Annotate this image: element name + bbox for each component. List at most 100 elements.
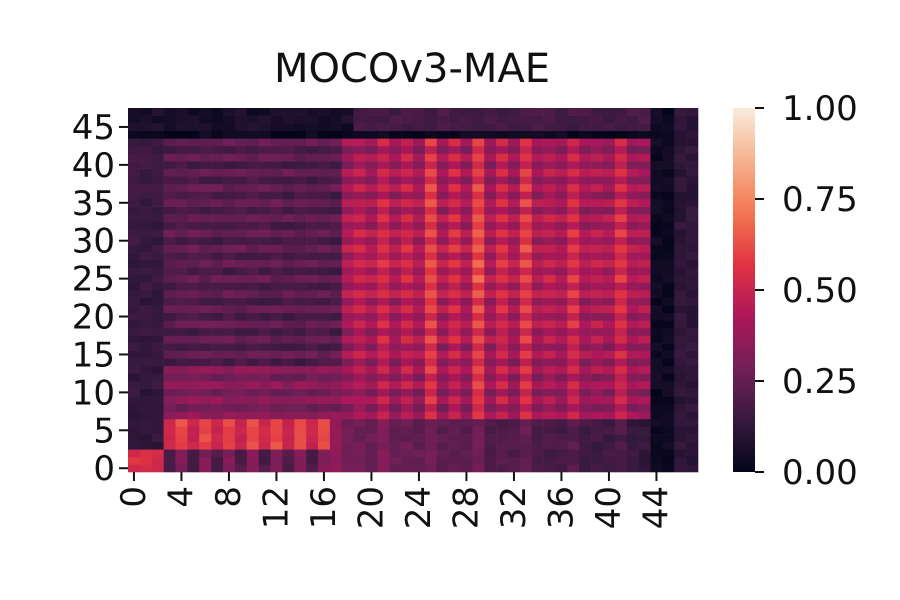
heatmap-cell bbox=[353, 259, 366, 268]
heatmap-cell bbox=[234, 191, 248, 200]
heatmap-cell bbox=[365, 350, 378, 359]
heatmap-cell bbox=[187, 449, 200, 458]
heatmap-cell bbox=[531, 282, 544, 291]
heatmap-cell bbox=[294, 191, 307, 200]
heatmap-cell bbox=[508, 388, 521, 397]
heatmap-cell bbox=[401, 176, 414, 185]
heatmap-cell bbox=[151, 343, 164, 351]
heatmap-cell bbox=[211, 229, 224, 238]
heatmap-cell bbox=[318, 123, 331, 132]
heatmap-cell bbox=[543, 191, 556, 200]
heatmap-cell bbox=[306, 449, 319, 458]
heatmap-cell bbox=[401, 396, 414, 405]
heatmap-cell bbox=[199, 449, 212, 458]
heatmap-cell bbox=[401, 244, 414, 253]
heatmap-cell bbox=[246, 464, 259, 473]
heatmap-cell bbox=[151, 297, 164, 306]
heatmap-cell bbox=[638, 449, 651, 458]
heatmap-cell bbox=[128, 115, 141, 124]
heatmap-cell bbox=[650, 464, 663, 473]
heatmap-cell bbox=[603, 153, 616, 162]
heatmap-cell bbox=[401, 381, 414, 389]
heatmap-cell bbox=[282, 108, 295, 116]
heatmap-cell bbox=[139, 153, 153, 162]
heatmap-cell bbox=[603, 244, 616, 253]
heatmap-cell bbox=[211, 418, 224, 427]
heatmap-cell bbox=[270, 244, 283, 253]
heatmap-cell bbox=[413, 115, 426, 124]
heatmap-cell bbox=[686, 464, 699, 473]
heatmap-cell bbox=[591, 282, 604, 291]
heatmap-cell bbox=[329, 373, 343, 382]
heatmap-cell bbox=[318, 290, 331, 298]
y-tick-label: 35 bbox=[72, 184, 115, 224]
heatmap-cell bbox=[424, 259, 438, 268]
heatmap-cell bbox=[377, 176, 390, 185]
heatmap-cell bbox=[472, 456, 485, 465]
heatmap-cell bbox=[484, 282, 497, 291]
heatmap-cell bbox=[128, 267, 141, 276]
heatmap-cell bbox=[424, 343, 438, 351]
heatmap-cell bbox=[318, 145, 331, 154]
heatmap-cell bbox=[436, 244, 449, 253]
heatmap-cell bbox=[567, 358, 580, 367]
heatmap-cell bbox=[128, 176, 141, 185]
heatmap-cell bbox=[282, 411, 295, 420]
heatmap-cell bbox=[128, 191, 141, 200]
heatmap-cell bbox=[211, 199, 224, 207]
heatmap-cell bbox=[448, 176, 461, 185]
heatmap-cell bbox=[318, 373, 331, 382]
heatmap-cell bbox=[389, 130, 402, 139]
heatmap-cell bbox=[282, 290, 295, 298]
heatmap-cell bbox=[199, 320, 212, 329]
heatmap-cell bbox=[270, 350, 283, 359]
heatmap-cell bbox=[472, 350, 485, 359]
heatmap-cell bbox=[484, 358, 497, 367]
heatmap-cell bbox=[365, 388, 378, 397]
heatmap-cell bbox=[306, 206, 319, 215]
heatmap-cell bbox=[234, 267, 248, 276]
heatmap-cell bbox=[139, 365, 153, 374]
heatmap-cell bbox=[389, 365, 402, 374]
heatmap-cell bbox=[686, 267, 699, 276]
heatmap-cell bbox=[353, 168, 366, 177]
heatmap-cell bbox=[329, 327, 343, 336]
heatmap-cell bbox=[223, 388, 236, 397]
heatmap-cell bbox=[175, 456, 188, 465]
heatmap-cell bbox=[329, 236, 343, 245]
heatmap-cell bbox=[484, 290, 497, 298]
heatmap-cell bbox=[436, 297, 449, 306]
heatmap-cell bbox=[543, 403, 556, 412]
heatmap-cell bbox=[519, 176, 533, 185]
heatmap-cell bbox=[555, 456, 568, 465]
heatmap-cell bbox=[258, 282, 271, 291]
heatmap-cell bbox=[282, 168, 295, 177]
heatmap-cell bbox=[258, 434, 271, 442]
heatmap-cell bbox=[234, 229, 248, 238]
heatmap-cell bbox=[353, 282, 366, 291]
heatmap-cell bbox=[638, 350, 651, 359]
heatmap-cell bbox=[413, 138, 426, 147]
heatmap-cell bbox=[401, 373, 414, 382]
heatmap-cell bbox=[211, 108, 224, 116]
heatmap-cell bbox=[258, 206, 271, 215]
heatmap-cell bbox=[638, 365, 651, 374]
heatmap-cell bbox=[187, 282, 200, 291]
heatmap-cell bbox=[318, 221, 331, 230]
heatmap-cell bbox=[603, 123, 616, 132]
colorbar bbox=[733, 108, 755, 472]
heatmap-cell bbox=[567, 153, 580, 162]
heatmap-cell bbox=[626, 388, 639, 397]
heatmap-cell bbox=[377, 358, 390, 367]
heatmap-cell bbox=[234, 214, 248, 223]
heatmap-cell bbox=[282, 350, 295, 359]
heatmap-cell bbox=[223, 259, 236, 268]
heatmap-cell bbox=[318, 176, 331, 185]
heatmap-cell bbox=[614, 244, 628, 253]
heatmap-cell bbox=[401, 335, 414, 344]
heatmap-cell bbox=[674, 297, 687, 306]
heatmap-cell bbox=[389, 320, 402, 329]
heatmap-cell bbox=[448, 464, 461, 473]
heatmap-cell bbox=[306, 214, 319, 223]
heatmap-cell bbox=[662, 358, 675, 367]
